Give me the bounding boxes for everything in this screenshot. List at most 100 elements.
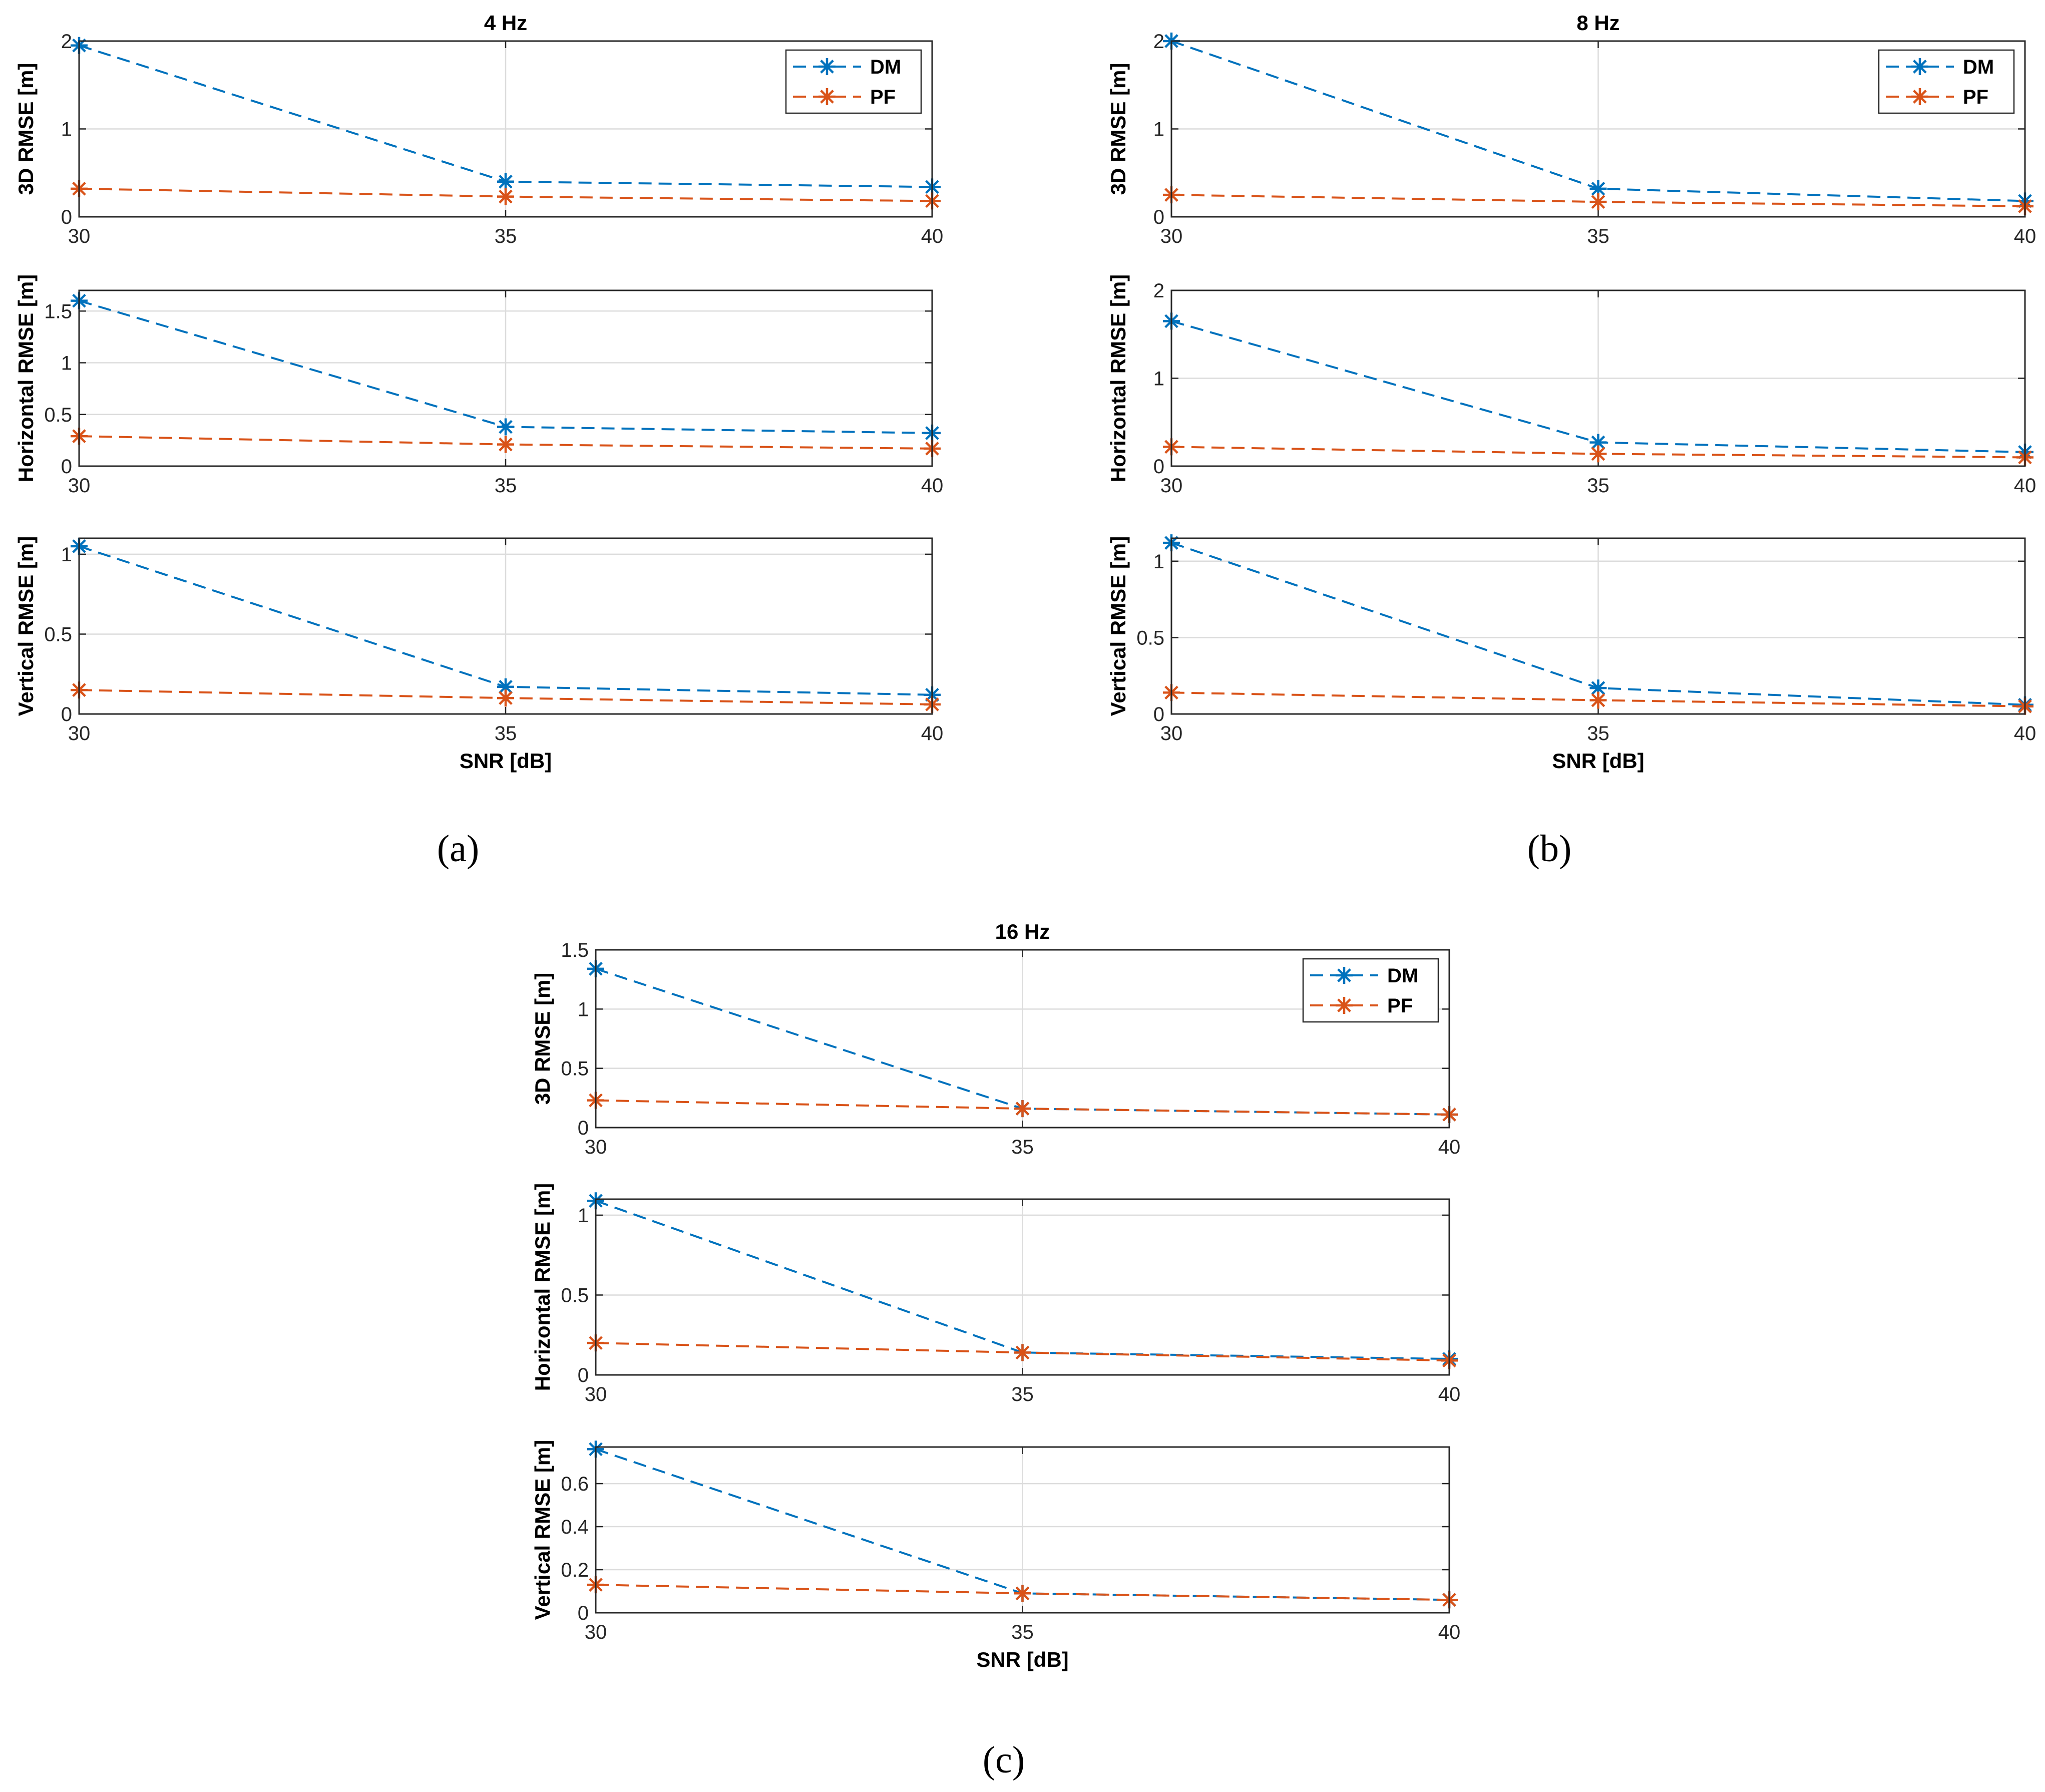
data-point-pf <box>1589 691 1607 709</box>
y-tick-label: 0 <box>578 1364 589 1386</box>
y-axis-label: Vertical RMSE [m] <box>1106 536 1130 716</box>
x-axis-label: SNR [dB] <box>1552 749 1644 773</box>
y-tick-label: 0 <box>578 1602 589 1624</box>
y-tick-label: 0.2 <box>561 1559 589 1581</box>
y-axis-label: Vertical RMSE [m] <box>531 1440 554 1620</box>
legend: DM PF <box>785 49 922 114</box>
x-tick-label: 30 <box>1160 723 1183 745</box>
y-tick-label: 1 <box>61 119 72 141</box>
legend-box <box>1878 49 2015 114</box>
y-tick-label: 0 <box>578 1117 589 1139</box>
x-tick-label: 35 <box>1587 723 1609 745</box>
y-tick-label: 0 <box>1153 206 1164 228</box>
data-point-pf <box>1014 1585 1031 1602</box>
data-point-dm <box>497 418 514 436</box>
y-tick-label: 2 <box>1153 280 1164 302</box>
data-point-pf <box>497 188 514 205</box>
x-axis-label: SNR [dB] <box>976 1648 1068 1671</box>
legend-marker-pf <box>819 88 836 105</box>
x-tick-label: 35 <box>495 723 517 745</box>
x-tick-label: 40 <box>921 225 944 247</box>
y-tick-label: 0 <box>61 456 72 478</box>
chart-title: 8 Hz <box>1576 11 1619 35</box>
data-point-pf <box>1014 1344 1031 1361</box>
legend-box <box>785 49 922 114</box>
x-tick-label: 40 <box>921 475 944 497</box>
y-axis-label: Vertical RMSE [m] <box>14 536 38 716</box>
y-tick-label: 1 <box>61 544 72 566</box>
y-tick-label: 1.5 <box>44 300 72 322</box>
y-tick-label: 0.5 <box>44 404 72 426</box>
chart-a-2: 0 0.5 1 1.5 30 35 40 Horizontal RMSE [m] <box>14 274 943 497</box>
y-tick-label: 0 <box>1153 703 1164 726</box>
y-tick-label: 1 <box>1153 551 1164 573</box>
data-point-pf <box>1589 193 1607 211</box>
legend: DM PF <box>1878 49 2015 114</box>
legend-label-dm: DM <box>1963 56 1994 78</box>
x-tick-label: 35 <box>495 475 517 497</box>
data-point-pf <box>1589 445 1607 463</box>
y-tick-label: 1 <box>61 352 72 375</box>
data-point-dm <box>497 173 514 190</box>
x-tick-label: 30 <box>68 723 91 745</box>
chart-b-2: 0 1 2 30 35 40 Horizontal RMSE [m] <box>1106 274 2036 497</box>
y-tick-label: 1 <box>1153 119 1164 141</box>
chart-c-3: 0 0.2 0.4 0.6 30 35 40 Vertical RMSE [m] SNR [dB… <box>531 1440 1460 1671</box>
legend-label-pf: PF <box>870 86 896 108</box>
y-tick-label: 0 <box>1153 456 1164 478</box>
y-tick-label: 0.5 <box>561 1058 589 1080</box>
legend-label-pf: PF <box>1963 86 1988 108</box>
chart-title: 16 Hz <box>995 920 1050 943</box>
chart-c-2: 0 0.5 1 30 35 40 Horizontal RMSE [m] <box>531 1183 1460 1405</box>
y-axis-label: Horizontal RMSE [m] <box>1106 274 1130 482</box>
legend-box <box>1302 958 1439 1023</box>
legend-marker-pf <box>1336 997 1353 1014</box>
x-tick-label: 30 <box>68 475 91 497</box>
axes-box <box>1170 40 2026 218</box>
axes-box <box>78 537 933 715</box>
chart-a-3: 0 0.5 1 30 35 40 Vertical RMSE [m] SNR [dB] <box>14 536 943 773</box>
chart-b-1: 0 1 2 30 35 40 8 Hz 3D RMSE [m] DM PF <box>1106 11 2036 247</box>
y-tick-label: 0 <box>61 703 72 726</box>
y-tick-label: 1 <box>578 998 589 1020</box>
y-axis-label: 3D RMSE [m] <box>531 973 554 1105</box>
x-tick-label: 40 <box>2014 225 2036 247</box>
x-tick-label: 40 <box>1438 1136 1461 1158</box>
data-point-dm <box>1589 434 1607 451</box>
data-point-pf <box>1014 1100 1031 1118</box>
x-tick-label: 35 <box>1011 1383 1034 1405</box>
data-point-dm <box>497 678 514 695</box>
data-point-dm <box>1589 180 1607 197</box>
chart-c-1: 0 0.5 1 1.5 30 35 40 16 Hz 3D RMSE [m] DM PF <box>531 920 1460 1158</box>
data-point-pf <box>497 436 514 453</box>
legend-marker-pf <box>1911 88 1928 105</box>
x-axis-label: SNR [dB] <box>460 749 552 773</box>
axes-box <box>78 289 933 467</box>
x-tick-label: 30 <box>68 225 91 247</box>
y-axis-label: Horizontal RMSE [m] <box>14 274 38 482</box>
axes-box <box>1170 289 2026 467</box>
y-tick-label: 0.5 <box>1136 627 1164 649</box>
plot-grid: 0 1 2 30 35 40 4 Hz 3D RMSE [m] DM PF 0 0.5 1 1.5 30 35… <box>14 11 2036 1671</box>
y-tick-label: 2 <box>1153 31 1164 53</box>
y-axis-label: 3D RMSE [m] <box>1106 63 1130 195</box>
x-tick-label: 30 <box>585 1383 607 1405</box>
x-tick-label: 40 <box>2014 723 2036 745</box>
y-tick-label: 0.4 <box>561 1516 589 1538</box>
y-tick-label: 0.5 <box>561 1284 589 1306</box>
x-tick-label: 35 <box>1587 475 1609 497</box>
x-tick-label: 30 <box>1160 225 1183 247</box>
legend-marker-dm <box>819 58 836 75</box>
x-tick-label: 40 <box>1438 1621 1461 1643</box>
axes-box <box>595 949 1450 1129</box>
x-tick-label: 40 <box>2014 475 2036 497</box>
x-tick-label: 35 <box>495 225 517 247</box>
chart-b-3: 0 0.5 1 30 35 40 Vertical RMSE [m] SNR [dB] <box>1106 534 2036 773</box>
legend: DM PF <box>1302 958 1439 1023</box>
y-tick-label: 1.5 <box>561 939 589 961</box>
y-axis-label: Horizontal RMSE [m] <box>531 1183 554 1391</box>
x-tick-label: 40 <box>921 723 944 745</box>
x-tick-label: 30 <box>1160 475 1183 497</box>
caption-c: (c) <box>983 1739 1025 1781</box>
